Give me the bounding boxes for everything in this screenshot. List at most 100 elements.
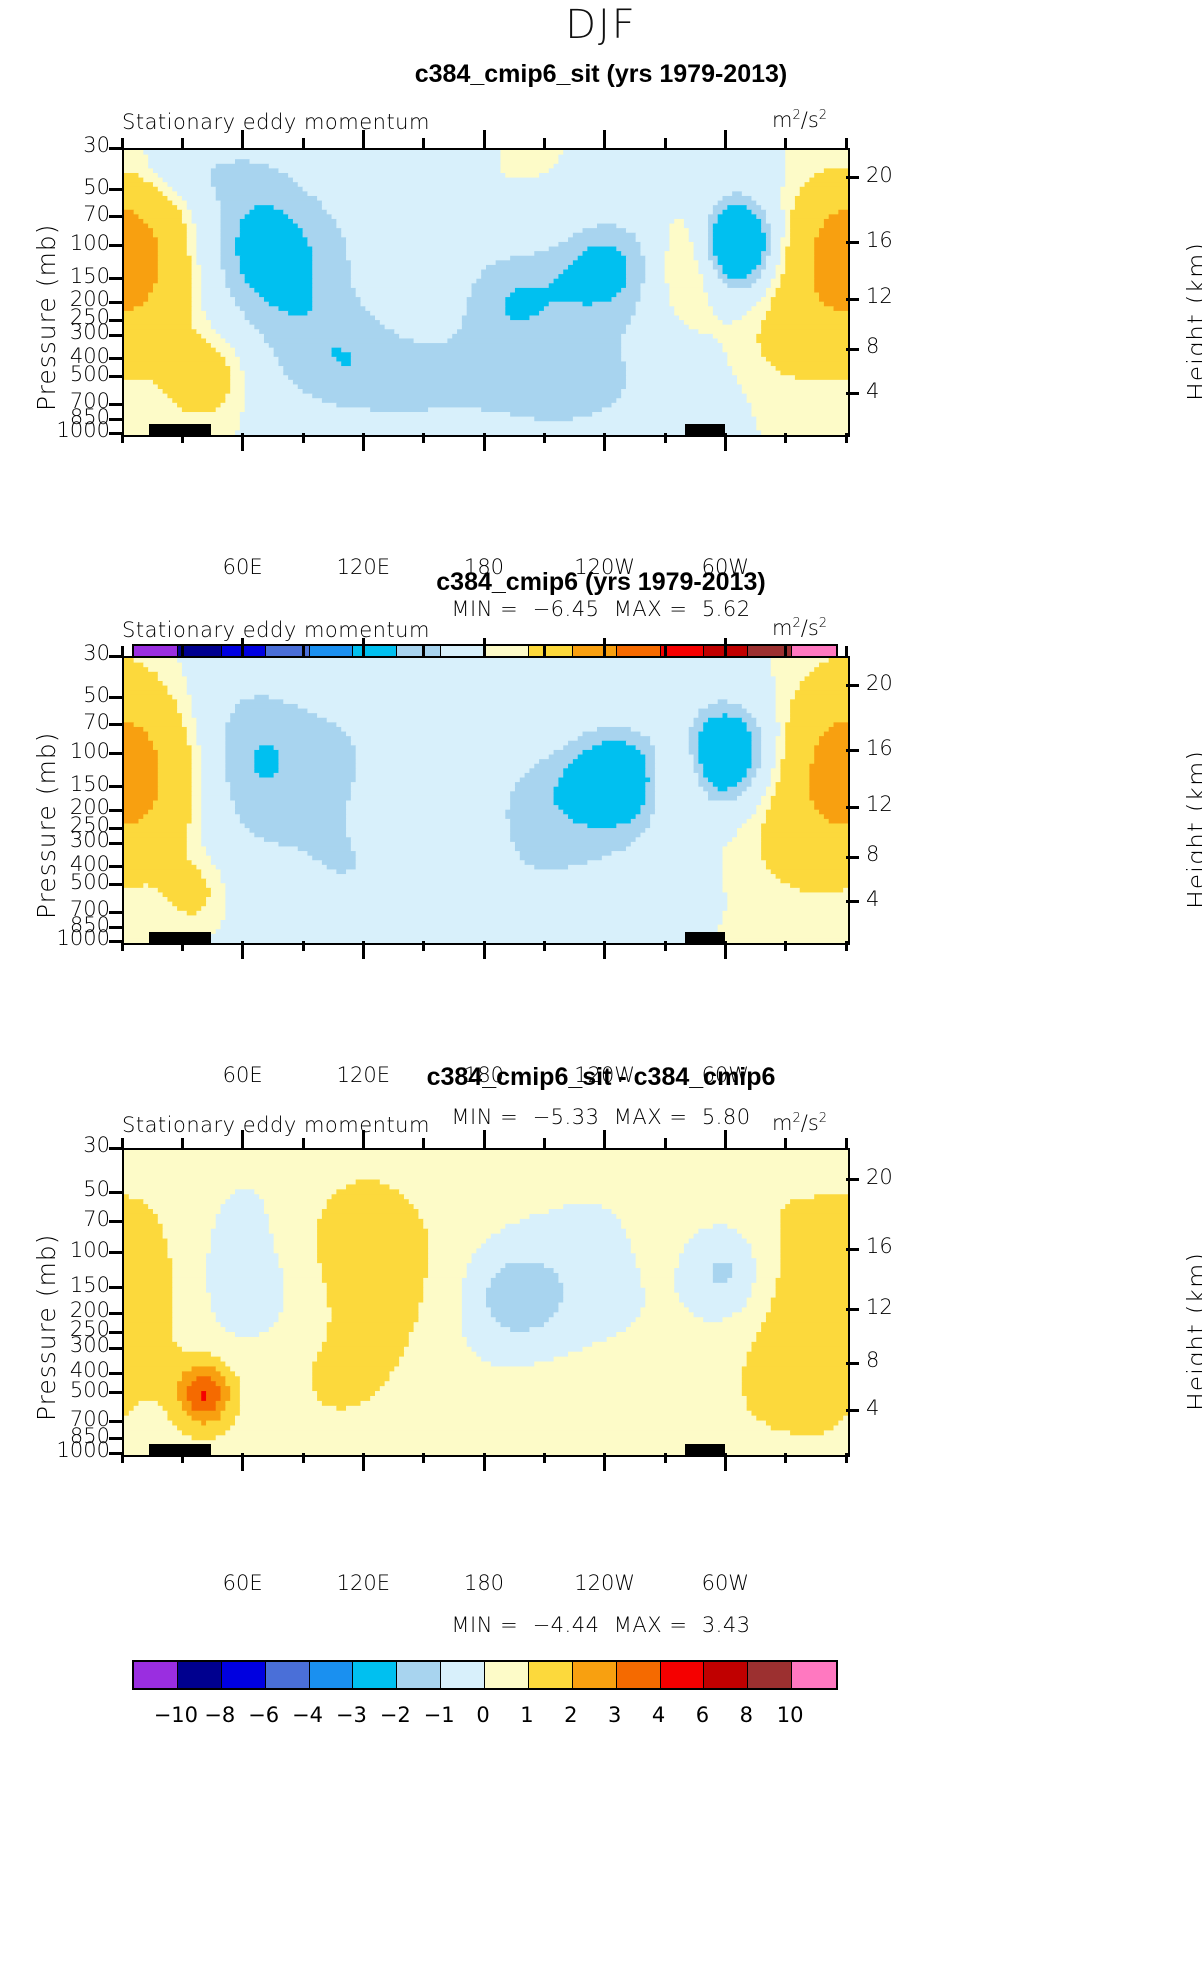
panel-2-ylabel-700: 700	[69, 897, 110, 921]
panel-3-y2label-12: 12	[866, 1294, 893, 1319]
panel-2-xtick-top-180	[482, 638, 486, 656]
panel-3-colorbar-cell-14[interactable]	[748, 1662, 793, 1688]
panel-2-y2tick-20	[846, 684, 859, 688]
panel-1-ylabel-250: 250	[69, 305, 110, 330]
panel-2-y2-axis-title: Height (km)	[1182, 749, 1202, 909]
panel-2-xtick-270	[663, 941, 667, 951]
panel-1-ylabel-400: 400	[69, 343, 110, 368]
panel-1-ytick-700	[109, 402, 122, 406]
panel-2-xtick-180	[482, 941, 486, 959]
panel-3-colorbar-cell-8[interactable]	[485, 1662, 529, 1688]
panel-2-ylabel-1000: 1000	[56, 926, 110, 950]
panel-3-colorbar-cell-6[interactable]	[397, 1662, 442, 1688]
panel-2-ylabel-500: 500	[69, 869, 110, 894]
panel-2-xtick-330	[784, 941, 788, 951]
panel-2-xtick-top-300	[723, 638, 727, 656]
panel-2-xtick-60	[241, 941, 245, 959]
panel-1-terrain-bar-right	[685, 424, 725, 435]
panel-1-xtick-60	[241, 433, 245, 451]
figure-season-title: DJF	[565, 2, 637, 48]
panel-3-y2tick-8	[846, 1361, 859, 1365]
panel-1-min-label: MIN =	[451, 597, 519, 621]
panel-2-xtick-top-90	[301, 646, 305, 656]
panel-2-y2tick-8	[846, 855, 859, 859]
panel-3-ylabel-150: 150	[69, 1272, 110, 1297]
panel-1-ytick-100	[109, 244, 122, 248]
panel-2-ytick-400	[109, 865, 122, 869]
panel-3-colorbar-cell-7[interactable]	[441, 1662, 485, 1688]
panel-3-colorbar-cell-10[interactable]	[572, 1662, 617, 1688]
panel-1-ytick-250	[109, 318, 122, 322]
panel-3-xtick-90	[301, 1453, 305, 1463]
panel-2-field-label: Stationary eddy momentum	[122, 618, 430, 642]
panel-3-colorbar-cell-9[interactable]	[528, 1662, 573, 1688]
panel-3-xtick-240	[603, 1453, 607, 1471]
panel-1-xlabel-300: 60W	[701, 555, 750, 579]
panel-1-xtick-top-300	[723, 130, 727, 148]
panel-2-min-label: MIN =	[451, 1105, 519, 1129]
panel-1-ylabel-700: 700	[69, 389, 110, 413]
panel-3-xtick-top-270	[663, 1138, 667, 1148]
panel-3-colorbar-label-9: 2	[564, 1703, 578, 1727]
panel-2-xtick-top-30	[180, 646, 184, 656]
panel-3-xtick-top-90	[301, 1138, 305, 1148]
panel-1-ytick-850	[109, 418, 122, 422]
panel-3-xtick-330	[784, 1453, 788, 1463]
panel-3-colorbar-cell-5[interactable]	[353, 1662, 398, 1688]
panel-3-y2tick-4	[846, 1409, 859, 1413]
panel-3-terrain-bar-left	[149, 1444, 211, 1455]
panel-3-y2label-8: 8	[866, 1348, 880, 1373]
panel-2-min-value: −5.33	[532, 1105, 600, 1129]
panel-2-xlabel-300: 60W	[701, 1063, 750, 1087]
panel-2-y2label-16: 16	[866, 735, 893, 760]
panel-3-ytick-1000	[109, 1451, 122, 1455]
panel-1-xtick-300	[723, 433, 727, 451]
panel-3-ylabel-500: 500	[69, 1377, 110, 1402]
panel-1-y2tick-4	[846, 392, 859, 396]
panel-3-y2label-4: 4	[866, 1395, 880, 1420]
panel-1-max-value: 5.62	[701, 597, 751, 621]
panel-3-colorbar-cell-3[interactable]	[265, 1662, 310, 1688]
panel-3-xtick-210	[542, 1453, 546, 1463]
panel-2-xtick-120	[361, 941, 365, 959]
panel-3-colorbar-cell-2[interactable]	[221, 1662, 266, 1688]
panel-3-colorbar-cell-1[interactable]	[177, 1662, 222, 1688]
panel-1-y-axis-title: Pressure (mb)	[32, 223, 61, 411]
panel-1-xtick-top-90	[301, 138, 305, 148]
panel-2-y2tick-16	[846, 749, 859, 753]
panel-3-ytick-400	[109, 1371, 122, 1375]
panel-2-xtick-top-150	[422, 646, 426, 656]
panel-2-xtick-210	[542, 941, 546, 951]
panel-1-xtick-top-240	[603, 130, 607, 148]
panel-1-xtick-top-120	[361, 130, 365, 148]
panel-3-colorbar-cell-4[interactable]	[309, 1662, 354, 1688]
panel-3-ytick-100	[109, 1251, 122, 1255]
panel-3-colorbar-cell-15[interactable]	[792, 1662, 836, 1688]
panel-3-colorbar-cell-13[interactable]	[704, 1662, 749, 1688]
panel-2-xtick-30	[180, 941, 184, 951]
panel-3-ylabel-200: 200	[69, 1298, 110, 1322]
panel-3-ytick-150	[109, 1286, 122, 1290]
panel-3-ytick-500	[109, 1391, 122, 1395]
panel-3-ytick-50	[109, 1190, 122, 1194]
panel-3-colorbar-label-12: 6	[695, 1703, 710, 1727]
panel-1-units-label: m2/s2	[772, 108, 828, 132]
panel-3-colorbar-cell-12[interactable]	[660, 1662, 705, 1688]
panel-2-ytick-500	[109, 883, 122, 887]
panel-1-xtick-360	[844, 433, 848, 443]
panel-3-colorbar-label-2: −6	[248, 1703, 280, 1727]
panel-3-colorbar[interactable]	[132, 1660, 838, 1690]
panel-3-colorbar-label-11: 4	[651, 1703, 666, 1727]
panel-1-ylabel-200: 200	[69, 287, 110, 312]
panel-3-xtick-180	[482, 1453, 486, 1471]
panel-2-y2label-4: 4	[866, 886, 880, 911]
panel-3-colorbar-cell-0[interactable]	[134, 1662, 178, 1688]
panel-2-xtick-90	[301, 941, 305, 951]
panel-2-ylabel-30: 30	[83, 641, 110, 665]
panel-1-y2tick-8	[846, 347, 859, 351]
panel-3-colorbar-cell-11[interactable]	[616, 1662, 661, 1688]
panel-2-xtick-top-210	[542, 646, 546, 656]
panel-1-min-value: −6.45	[532, 597, 600, 621]
panel-2-terrain-bar-left	[149, 932, 211, 943]
panel-3-ylabel-700: 700	[69, 1406, 110, 1431]
